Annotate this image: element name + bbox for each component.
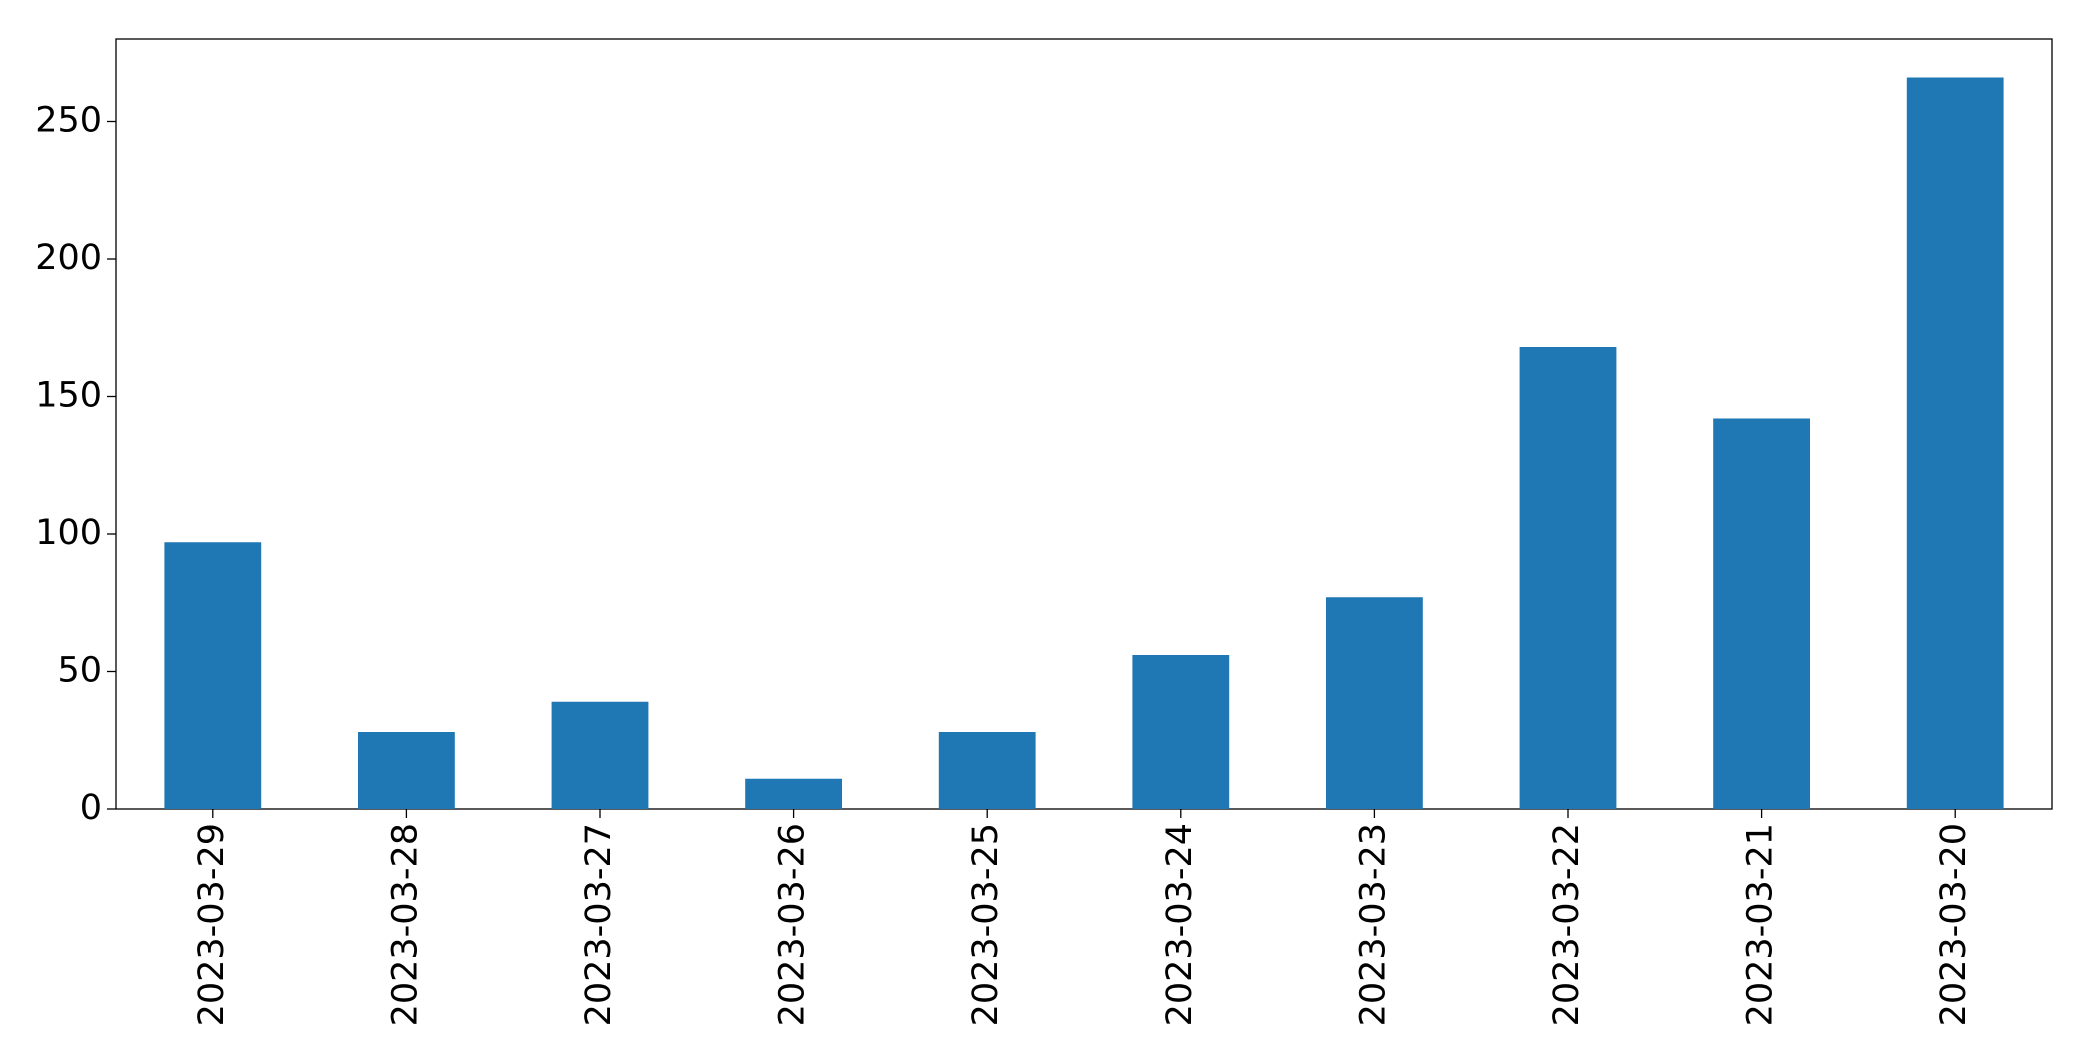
bar xyxy=(1326,597,1423,809)
x-tick-label: 2023-03-20 xyxy=(1934,823,1974,1026)
bar xyxy=(745,778,842,809)
x-tick-label: 2023-03-22 xyxy=(1547,823,1587,1026)
y-tick-label: 250 xyxy=(35,101,102,141)
bar xyxy=(1906,77,2004,809)
bar xyxy=(164,542,262,809)
x-tick-label: 2023-03-29 xyxy=(192,823,232,1026)
x-tick-label: 2023-03-24 xyxy=(1160,823,1200,1026)
x-tick-label: 2023-03-21 xyxy=(1741,823,1781,1026)
bar xyxy=(1713,418,1810,809)
bar xyxy=(1519,347,1617,809)
x-tick-label: 2023-03-28 xyxy=(385,823,425,1026)
y-tick-label: 50 xyxy=(57,651,102,691)
x-tick-label: 2023-03-23 xyxy=(1353,823,1393,1026)
x-tick-label: 2023-03-25 xyxy=(966,823,1006,1026)
x-tick-label: 2023-03-27 xyxy=(579,823,619,1026)
x-tick-label: 2023-03-26 xyxy=(773,823,813,1026)
plot-frame xyxy=(115,38,2053,810)
bar xyxy=(1132,655,1230,809)
y-tick-label: 100 xyxy=(35,513,102,553)
y-tick-label: 200 xyxy=(35,238,102,278)
y-tick-label: 150 xyxy=(35,376,102,416)
bar xyxy=(938,732,1036,809)
bar xyxy=(551,701,649,809)
y-tick-label: 0 xyxy=(80,788,102,828)
bar xyxy=(358,732,455,809)
